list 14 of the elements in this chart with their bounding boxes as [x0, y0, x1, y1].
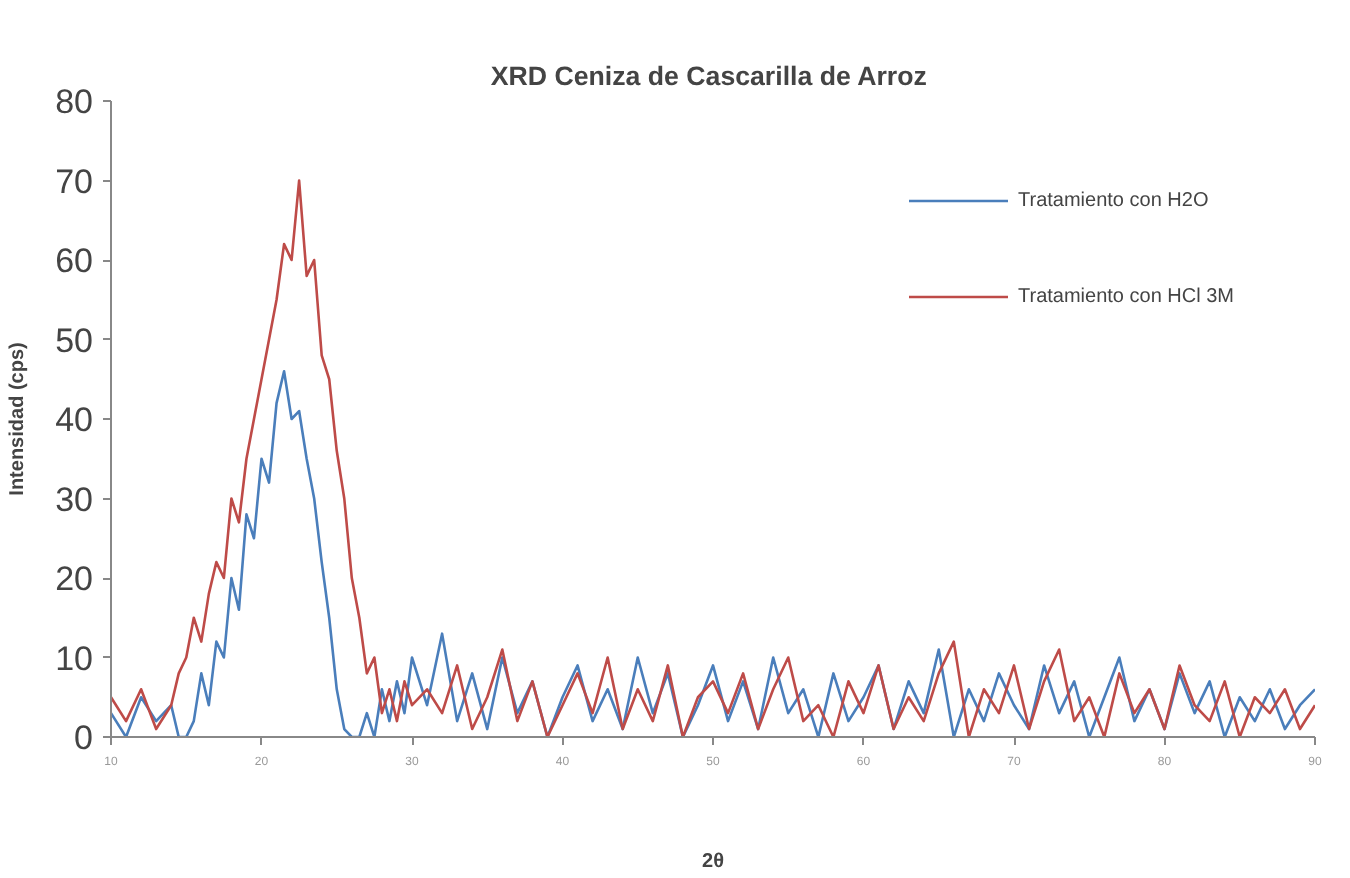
y-tick-label: 60 [55, 242, 94, 280]
y-tick-label: 70 [55, 162, 94, 201]
y-tick-label: 50 [55, 321, 94, 360]
y-tick-label: 40 [55, 401, 94, 439]
legend-label: Tratamiento con H2O [1018, 189, 1209, 211]
x-axis-title: 2θ [702, 851, 724, 873]
legend-label: Tratamiento con HCl 3M [1018, 285, 1234, 307]
y-tick-label: 30 [55, 480, 94, 519]
chart-title: XRD Ceniza de Cascarilla de Arroz [490, 61, 928, 91]
y-tick-label: 80 [55, 83, 94, 121]
y-tick-label: 0 [74, 719, 94, 757]
y-tick-label: 20 [55, 560, 94, 598]
y-axis-title: Intensidad (cps) [7, 342, 30, 496]
y-tick-label: 10 [55, 639, 94, 678]
